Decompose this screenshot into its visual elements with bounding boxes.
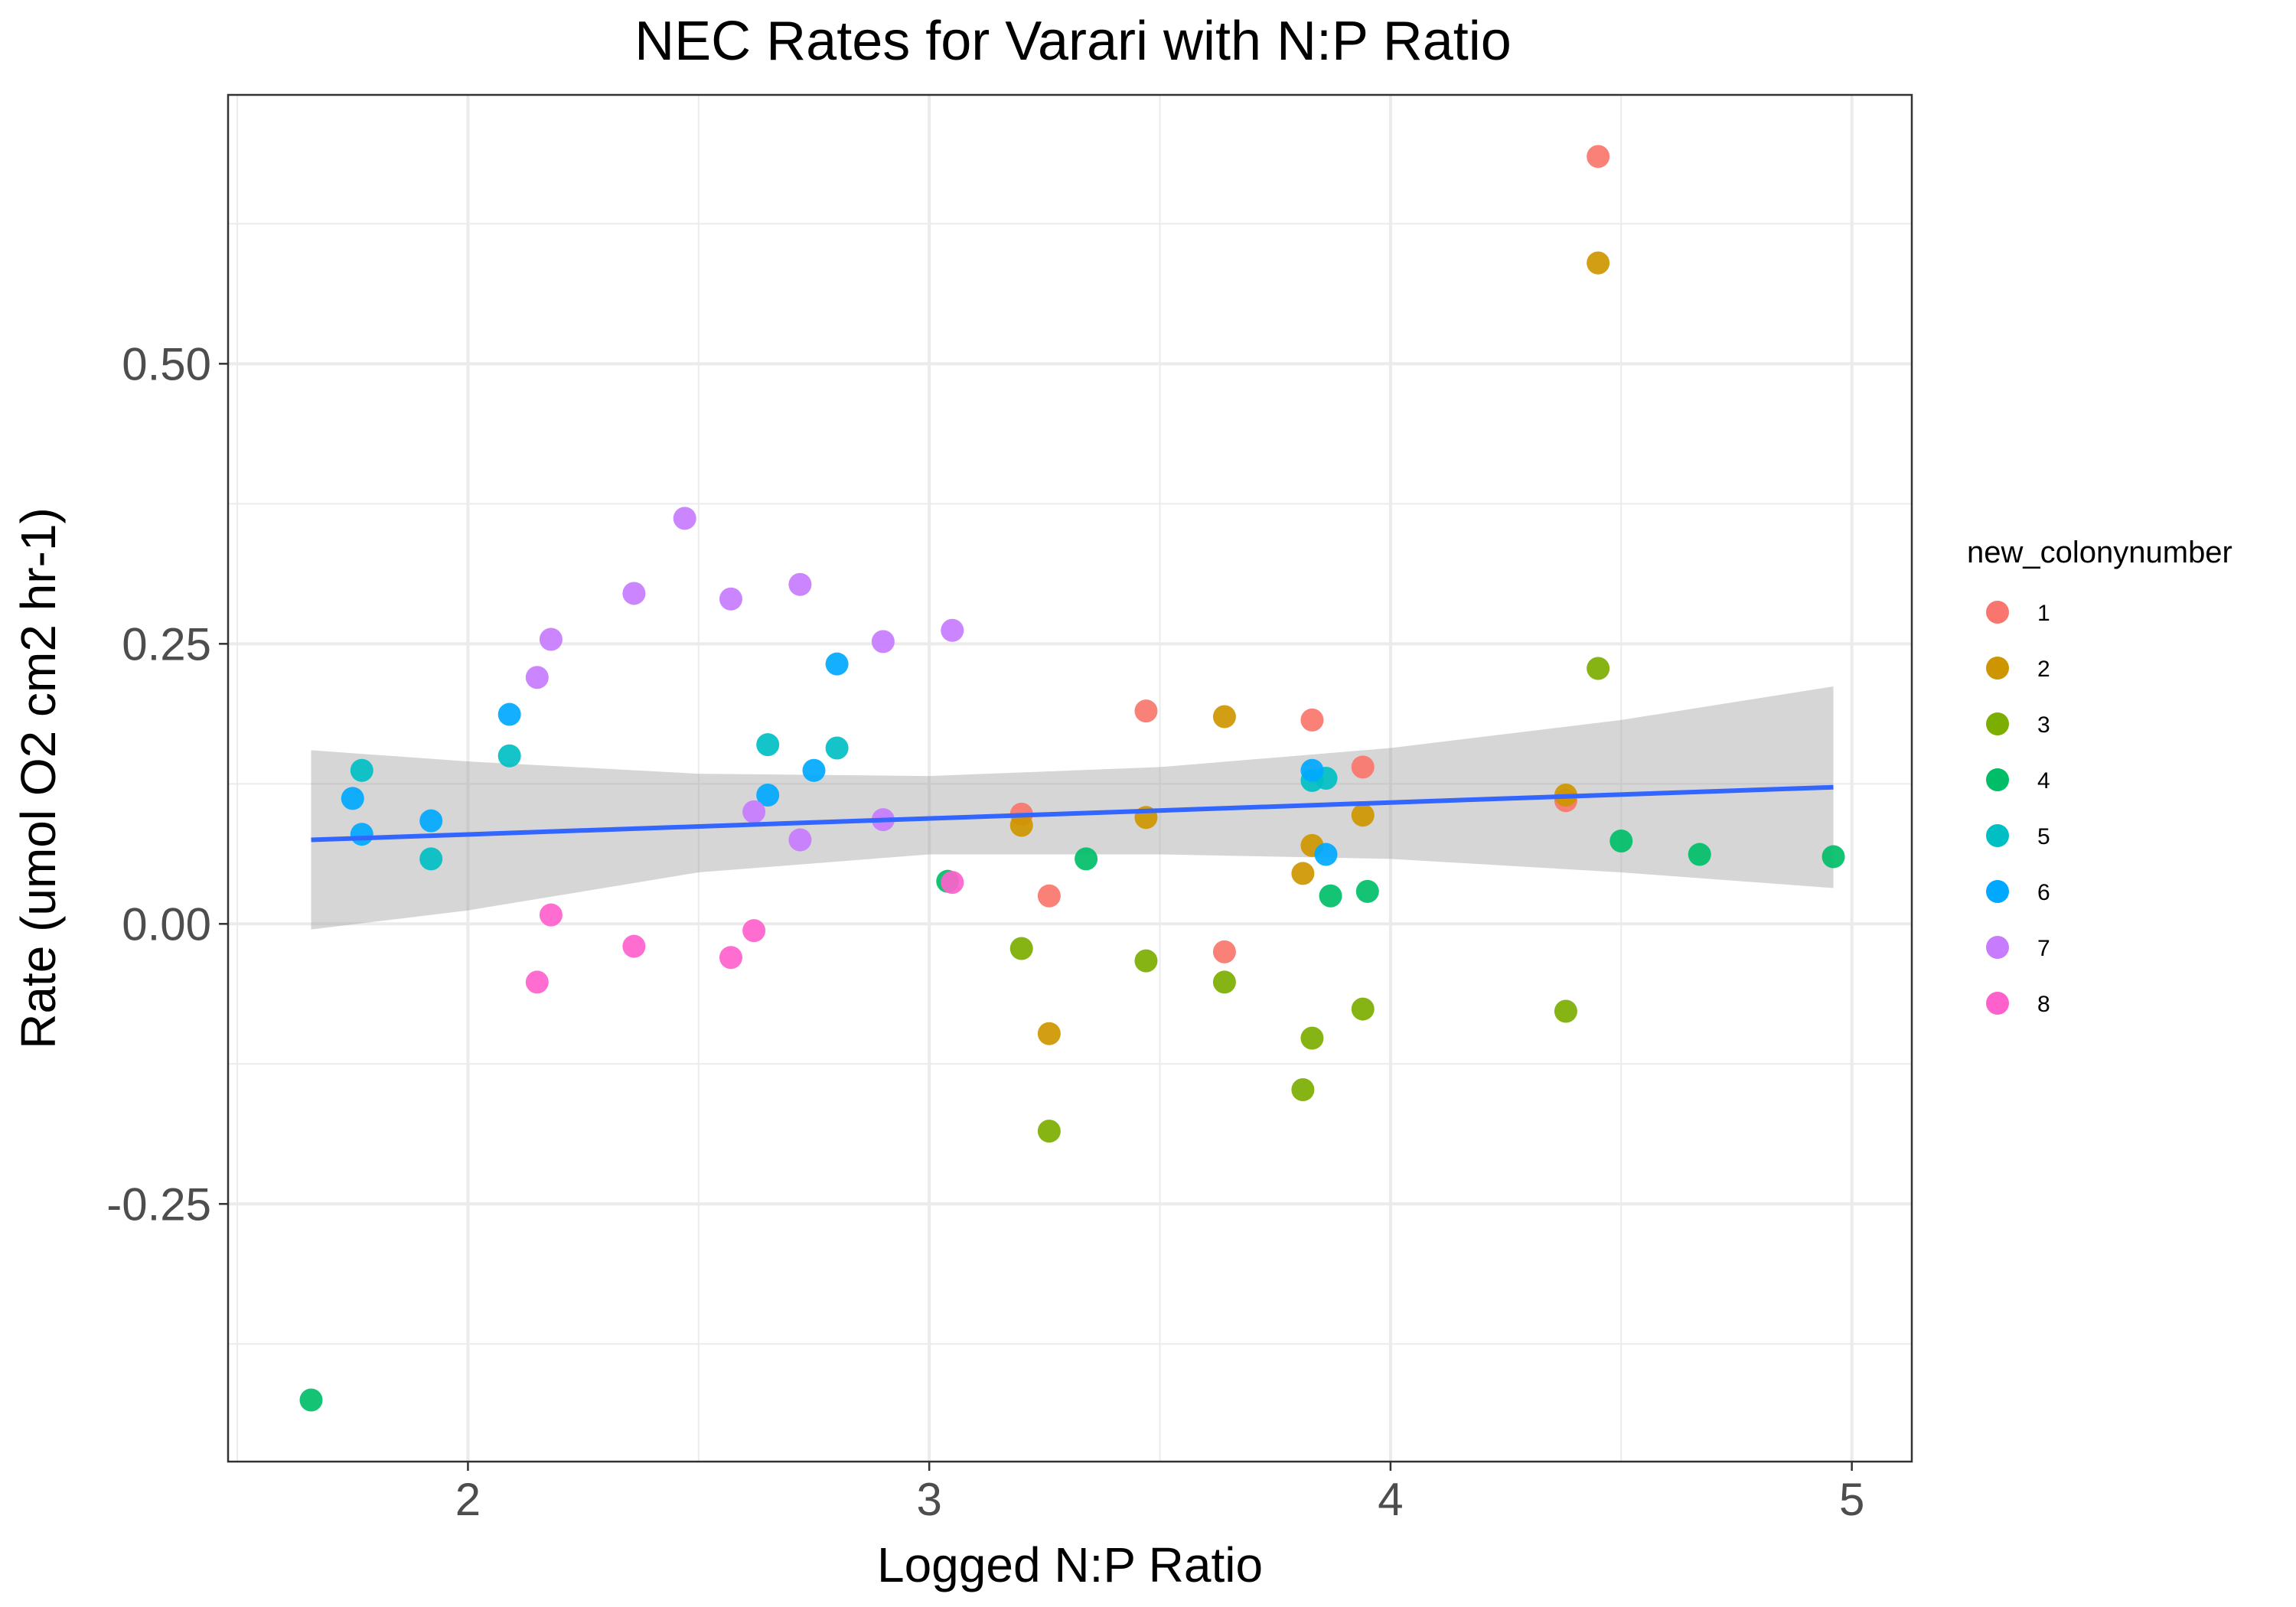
major-gridlines — [228, 95, 1912, 1462]
legend-key-colony-7 — [1986, 936, 2009, 959]
data-point-colony-7 — [788, 828, 812, 852]
panel-border — [227, 93, 1913, 1463]
legend-key-colony-1 — [1986, 601, 2009, 624]
data-point-colony-6 — [350, 823, 373, 846]
data-point-colony-7 — [788, 572, 812, 596]
legend-label-colony-2: 2 — [2037, 657, 2050, 682]
plot-panel — [227, 93, 1913, 1463]
data-point-colony-3 — [1554, 999, 1577, 1023]
legend: new_colonynumber 1 2 3 4 5 6 7 8 — [1967, 536, 2232, 1017]
legend-label-colony-5: 5 — [2037, 824, 2050, 849]
data-point-colony-8 — [539, 903, 563, 927]
y-tick-label: -0.25 — [106, 1178, 211, 1230]
data-point-colony-6 — [1314, 843, 1338, 866]
data-point-colony-8 — [622, 934, 646, 958]
legend-key-colony-3 — [1986, 712, 2009, 735]
x-tick-label: 3 — [916, 1474, 941, 1525]
data-point-colony-4 — [1075, 847, 1098, 871]
x-tick-label: 2 — [455, 1474, 481, 1525]
data-point-colony-7 — [622, 582, 646, 605]
data-point-colony-2 — [1351, 804, 1375, 827]
data-point-colony-2 — [1037, 1022, 1061, 1045]
data-point-colony-3 — [1291, 1077, 1315, 1101]
x-axis-ticks: 2 3 4 5 — [455, 1462, 1864, 1525]
data-point-colony-1 — [1037, 884, 1061, 908]
legend-label-colony-1: 1 — [2037, 601, 2050, 626]
legend-label-colony-3: 3 — [2037, 712, 2050, 738]
data-point-colony-4 — [1609, 829, 1633, 852]
data-point-colony-3 — [1300, 1026, 1324, 1050]
legend-key-colony-5 — [1986, 824, 2009, 847]
x-tick-label: 5 — [1839, 1474, 1864, 1525]
x-tick-label: 4 — [1378, 1474, 1403, 1525]
data-point-colony-1 — [1351, 755, 1375, 779]
data-point-colony-6 — [802, 758, 826, 782]
data-point-colony-6 — [825, 652, 849, 676]
legend-entries: 1 2 3 4 5 6 7 8 — [1986, 601, 2050, 1017]
data-point-colony-7 — [719, 587, 742, 611]
x-axis-title: Logged N:P Ratio — [877, 1537, 1263, 1592]
data-point-colony-1 — [1587, 145, 1610, 168]
y-axis-ticks: -0.25 0.00 0.25 0.50 — [106, 338, 228, 1230]
legend-label-colony-6: 6 — [2037, 880, 2050, 905]
data-point-colony-7 — [539, 627, 563, 651]
data-point-colony-4 — [1319, 884, 1342, 908]
data-point-colony-3 — [1587, 657, 1610, 680]
chart-title: NEC Rates for Varari with N:P Ratio — [634, 11, 1512, 72]
data-point-colony-2 — [1212, 705, 1236, 729]
y-tick-label: 0.00 — [122, 898, 211, 950]
data-point-colony-3 — [1351, 997, 1375, 1021]
legend-key-colony-8 — [1986, 992, 2009, 1015]
data-points — [299, 145, 1845, 1412]
panel-background — [228, 95, 1912, 1462]
minor-gridlines — [228, 95, 1912, 1462]
legend-key-colony-6 — [1986, 880, 2009, 903]
data-point-colony-7 — [525, 666, 549, 689]
y-tick-label: 0.50 — [122, 338, 211, 390]
data-point-colony-6 — [1300, 758, 1324, 782]
data-point-colony-4 — [1355, 879, 1379, 903]
y-axis-title: Rate (umol O2 cm2 hr-1) — [11, 507, 66, 1049]
data-point-colony-3 — [1134, 949, 1158, 973]
trend-line — [311, 784, 1834, 843]
y-tick-label: 0.25 — [122, 618, 211, 670]
legend-label-colony-8: 8 — [2037, 992, 2050, 1017]
data-point-colony-2 — [1587, 251, 1610, 275]
data-point-colony-6 — [756, 783, 780, 807]
data-point-colony-8 — [719, 946, 742, 970]
data-point-colony-5 — [756, 733, 780, 757]
legend-title: new_colonynumber — [1967, 536, 2232, 569]
data-point-colony-5 — [419, 847, 443, 871]
data-point-colony-7 — [941, 618, 964, 642]
data-point-colony-4 — [1688, 843, 1711, 866]
legend-key-colony-2 — [1986, 657, 2009, 680]
data-point-colony-1 — [1212, 940, 1236, 963]
data-point-colony-6 — [341, 787, 364, 810]
data-point-colony-5 — [825, 736, 849, 760]
data-point-colony-1 — [1300, 708, 1324, 732]
data-point-colony-2 — [1009, 813, 1033, 837]
data-point-colony-1 — [1134, 699, 1158, 723]
data-point-colony-5 — [350, 758, 373, 782]
data-point-colony-8 — [525, 970, 549, 994]
data-point-colony-7 — [742, 800, 766, 823]
data-point-colony-7 — [673, 507, 696, 530]
confidence-band — [311, 686, 1834, 930]
data-point-colony-4 — [1821, 845, 1845, 869]
data-point-colony-3 — [1009, 937, 1033, 960]
legend-label-colony-4: 4 — [2037, 768, 2050, 794]
data-point-colony-7 — [871, 630, 895, 654]
data-point-colony-2 — [1291, 862, 1315, 885]
data-point-colony-5 — [497, 744, 521, 768]
data-point-colony-8 — [941, 871, 964, 895]
data-point-colony-8 — [742, 919, 766, 943]
data-point-colony-6 — [497, 702, 521, 726]
data-point-colony-4 — [299, 1388, 323, 1412]
data-point-colony-3 — [1212, 970, 1236, 994]
data-point-colony-3 — [1037, 1120, 1061, 1143]
data-point-colony-6 — [419, 809, 443, 833]
legend-key-colony-4 — [1986, 768, 2009, 791]
legend-label-colony-7: 7 — [2037, 936, 2050, 961]
